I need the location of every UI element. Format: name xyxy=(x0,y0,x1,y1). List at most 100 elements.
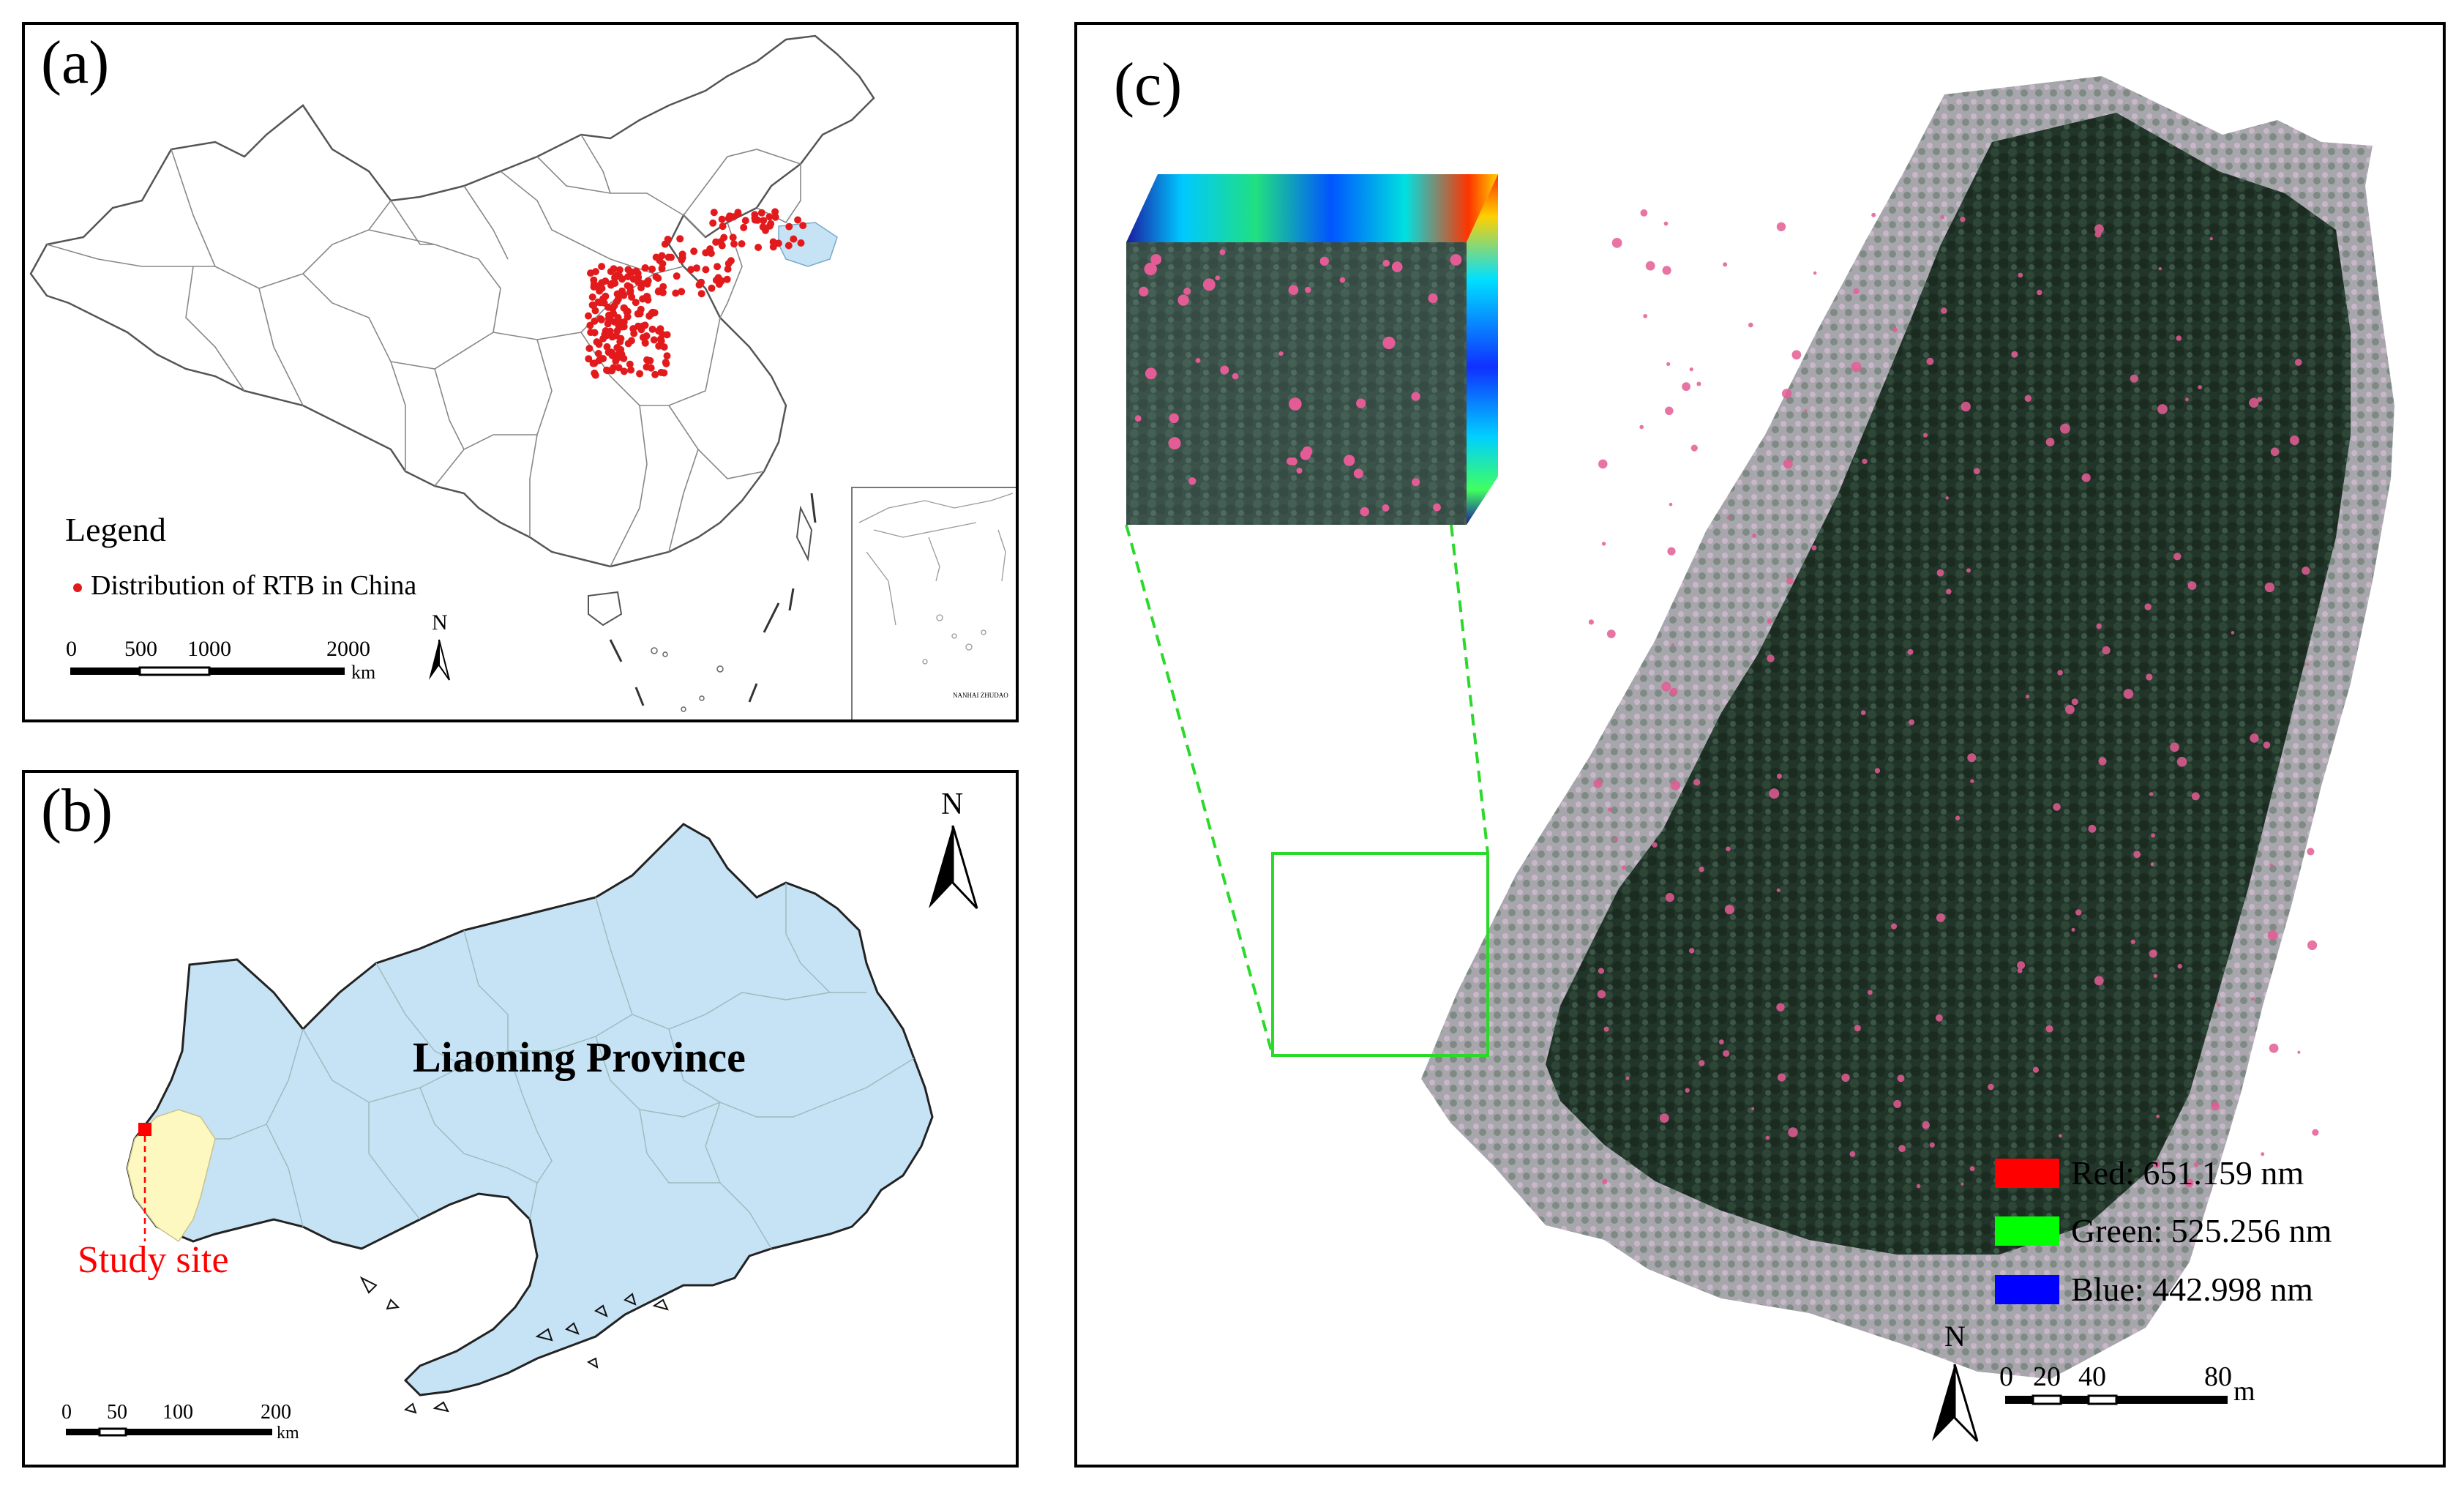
flowering-tree-point xyxy=(1640,209,1648,217)
flowering-tree-point xyxy=(2053,803,2061,811)
rtb-point xyxy=(624,273,632,280)
rtb-point xyxy=(648,325,656,333)
flowering-tree-point xyxy=(1603,1026,1609,1032)
flowering-tree-point xyxy=(2149,792,2154,796)
flowering-tree-point xyxy=(2150,862,2154,867)
flowering-tree-point xyxy=(1598,459,1608,469)
rtb-point xyxy=(660,343,668,351)
rtb-point xyxy=(599,355,607,362)
cube-flowering-point xyxy=(1183,287,1191,295)
rtb-point xyxy=(661,240,669,248)
rtb-point xyxy=(624,307,632,315)
flowering-tree-point xyxy=(1804,409,1808,413)
flowering-tree-point xyxy=(2257,397,2263,402)
flowering-tree-point xyxy=(2267,930,2278,941)
flowering-tree-point xyxy=(1936,569,1944,577)
flowering-tree-point xyxy=(2081,473,2091,482)
flowering-tree-point xyxy=(1588,619,1594,625)
rtb-point xyxy=(719,223,727,231)
rtb-point xyxy=(678,256,686,264)
flowering-tree-point xyxy=(1645,261,1655,271)
rtb-point xyxy=(718,215,726,223)
cube-flowering-point xyxy=(1339,277,1346,283)
legend-swatch-red xyxy=(1995,1159,2059,1188)
flowering-tree-point xyxy=(2032,1066,2039,1073)
rtb-point xyxy=(613,290,621,298)
flowering-tree-point xyxy=(1699,866,1704,872)
rtb-distribution-points xyxy=(585,208,807,379)
cube-flowering-point xyxy=(1195,358,1201,363)
cube-flowering-point xyxy=(1296,468,1303,474)
legend-swatch-green xyxy=(1995,1216,2059,1246)
rtb-point xyxy=(598,263,606,271)
flowering-tree-point xyxy=(1723,1050,1730,1057)
flowering-tree-point xyxy=(2011,351,2018,358)
flowering-tree-point xyxy=(1776,222,1786,231)
flowering-tree-point xyxy=(1682,382,1690,392)
flowering-tree-point xyxy=(1854,1025,1861,1032)
rtb-point xyxy=(643,356,651,364)
flowering-tree-point xyxy=(1868,990,1873,995)
rtb-point xyxy=(710,209,718,217)
rtb-point xyxy=(585,355,593,363)
cube-flowering-point xyxy=(1215,275,1221,281)
cube-flowering-point xyxy=(1219,249,1226,255)
rtb-point xyxy=(690,247,698,255)
rtb-point xyxy=(611,274,619,282)
province-label: Liaoning Province xyxy=(413,1033,746,1081)
rtb-point xyxy=(648,265,656,273)
flowering-tree-point xyxy=(2185,397,2189,402)
flowering-tree-point xyxy=(1960,217,1966,223)
rtb-point xyxy=(765,213,774,221)
flowering-tree-point xyxy=(2269,1043,2279,1053)
cube-flowering-point xyxy=(1300,449,1311,460)
cube-flowering-point xyxy=(1428,293,1438,304)
flowering-tree-point xyxy=(2170,742,2179,752)
flowering-tree-point xyxy=(1689,367,1693,372)
flowering-tree-point xyxy=(2187,581,2197,590)
north-arrow-icon xyxy=(429,639,450,681)
rtb-point xyxy=(741,217,749,225)
rtb-point xyxy=(586,321,594,329)
cube-flowering-point xyxy=(1288,285,1299,296)
rtb-point xyxy=(687,266,695,274)
rtb-point xyxy=(726,212,734,220)
cube-flowering-point xyxy=(1150,254,1162,265)
rtb-point xyxy=(785,223,793,231)
rtb-point xyxy=(757,209,765,217)
rtb-point xyxy=(601,331,609,338)
scale-tick: 0 xyxy=(66,637,77,661)
rtb-point xyxy=(652,273,660,281)
flowering-tree-point xyxy=(2297,1050,2301,1054)
rtb-point xyxy=(613,344,621,351)
scale-tick: 0 xyxy=(61,1401,72,1424)
rtb-point xyxy=(608,280,616,288)
rtb-point xyxy=(771,208,779,216)
rtb-point xyxy=(589,359,597,367)
rtb-point xyxy=(627,366,635,374)
legend-label-green: Green: 525.256 nm xyxy=(2071,1212,2332,1249)
cube-flowering-point xyxy=(1360,506,1369,517)
flowering-tree-point xyxy=(1670,780,1681,790)
cube-flowering-point xyxy=(1412,478,1420,487)
rtb-point xyxy=(632,267,640,275)
flowering-tree-point xyxy=(2059,1134,2062,1138)
flowering-tree-point xyxy=(1791,350,1802,360)
rtb-point xyxy=(607,268,615,275)
scale-bar-a xyxy=(70,666,345,676)
flowering-tree-point xyxy=(2144,603,2152,610)
rtb-point xyxy=(651,309,659,317)
scale-tick: 2000 xyxy=(326,637,370,661)
flowering-tree-point xyxy=(2194,1162,2199,1167)
scale-bar-b xyxy=(66,1427,272,1437)
bohai-sea xyxy=(778,222,838,267)
flowering-tree-point xyxy=(2094,976,2104,986)
flowering-tree-point xyxy=(1929,1142,1935,1148)
flowering-tree-point xyxy=(1907,648,1914,655)
rtb-point xyxy=(678,250,686,258)
scale-tick: 0 xyxy=(1999,1361,2013,1392)
rtb-point xyxy=(656,325,664,333)
flowering-tree-point xyxy=(2306,662,2310,666)
flowering-tree-point xyxy=(1786,577,1794,585)
rtb-point xyxy=(605,311,613,319)
